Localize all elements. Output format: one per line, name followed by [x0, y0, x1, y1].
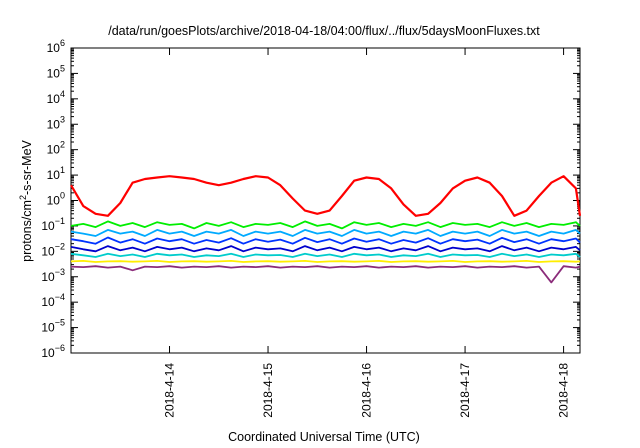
y-tick-label: 10−3: [41, 267, 65, 284]
series-lines: [70, 175, 582, 284]
y-tick-label: 10−4: [41, 292, 65, 309]
series-line-6: [70, 252, 581, 258]
y-axis-label: protons/cm2-s-sr-MeV: [18, 139, 34, 261]
y-tick-label: 101: [47, 165, 65, 182]
x-axis-ticks: 2018-4-14 2018-4-15 2018-4-16 2018-4-17 2018…: [163, 48, 571, 418]
y-tick-label: 10−5: [41, 318, 65, 335]
x-axis-label: Coordinated Universal Time (UTC): [228, 430, 420, 444]
x-tick-label: 2018-4-15: [261, 363, 275, 418]
series-line-4: [70, 236, 581, 245]
y-tick-label: 10−6: [41, 343, 65, 360]
y-tick-label: 10−2: [41, 241, 65, 258]
y-tick-label: 106: [47, 38, 65, 55]
y-tick-label: 103: [47, 114, 65, 131]
series-line-1: [70, 175, 582, 217]
y-tick-label: 105: [47, 63, 65, 80]
y-tick-label: 10−1: [41, 216, 65, 233]
chart-title: /data/run/goesPlots/archive/2018-04-18/0…: [108, 24, 540, 38]
x-tick-label: 2018-4-16: [360, 363, 374, 418]
x-tick-label: 2018-4-17: [458, 363, 472, 418]
y-tick-label: 102: [47, 140, 65, 157]
series-line-2: [70, 220, 581, 230]
x-tick-label: 2018-4-18: [557, 363, 571, 418]
y-tick-label: 104: [47, 89, 65, 106]
x-tick-label: 2018-4-14: [163, 363, 177, 418]
y-axis-ticks: 10−6 10−5 10−4 10−3 10−2 10−1 100 101 102 103 104 1…: [41, 38, 580, 360]
y-tick-label: 100: [47, 191, 65, 208]
series-line-5: [70, 245, 581, 253]
series-line-7: [70, 259, 581, 263]
series-line-3: [70, 228, 581, 237]
series-line-8: [70, 265, 581, 284]
